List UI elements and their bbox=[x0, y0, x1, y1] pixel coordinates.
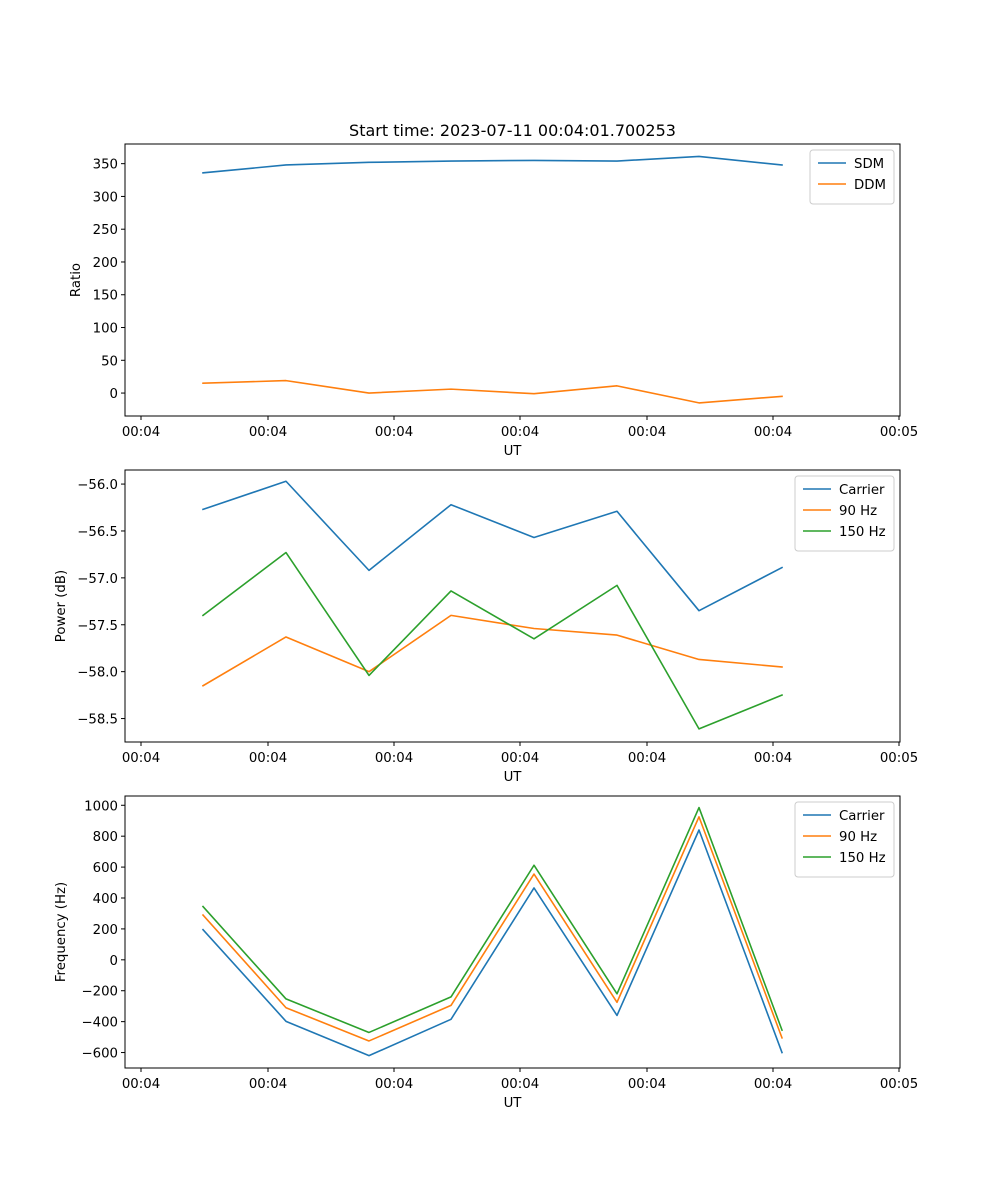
plot-frame bbox=[124, 795, 901, 1069]
x-tick-label: 00:04 bbox=[375, 1077, 413, 1092]
legend: SDM DDM bbox=[809, 149, 895, 205]
y-tick-label: 0 bbox=[110, 387, 118, 402]
y-tick-label: −200 bbox=[81, 985, 118, 1000]
x-tick-label: 00:04 bbox=[375, 425, 413, 440]
y-tick-label: −56.5 bbox=[77, 525, 118, 540]
y-tick-label: −57.0 bbox=[77, 572, 118, 587]
legend-label: 90 Hz bbox=[839, 504, 877, 519]
legend-box bbox=[794, 475, 895, 552]
legend-label: DDM bbox=[854, 178, 886, 193]
x-tick-label: 00:04 bbox=[122, 425, 160, 440]
x-tick-label: 00:05 bbox=[880, 1077, 918, 1092]
x-tick-label: 00:04 bbox=[122, 1077, 160, 1092]
x-tick-label: 00:04 bbox=[249, 751, 287, 766]
x-tick-label: 00:04 bbox=[249, 425, 287, 440]
series-line-150-hz bbox=[201, 551, 784, 730]
plot-frame bbox=[124, 143, 901, 417]
x-axis-label: UT bbox=[504, 770, 523, 785]
y-tick-label: 150 bbox=[93, 289, 118, 304]
legend-label: Carrier bbox=[839, 809, 885, 824]
y-tick-label: −600 bbox=[81, 1047, 118, 1062]
subplot-2: 00:04 00:04 00:04 00:04 00:04 00:04 00:05 −58.5… bbox=[54, 469, 918, 785]
x-tick-label: 00:05 bbox=[880, 751, 918, 766]
x-tick-label: 00:05 bbox=[880, 425, 918, 440]
y-tick-label: 100 bbox=[93, 322, 118, 337]
series-line-carrier bbox=[201, 480, 784, 612]
x-axis-label: UT bbox=[504, 444, 523, 459]
y-tick-label: 50 bbox=[101, 354, 118, 369]
series-line-carrier bbox=[201, 829, 784, 1057]
y-tick-label: −58.0 bbox=[77, 666, 118, 681]
legend-label: SDM bbox=[854, 157, 884, 172]
y-axis-label: Power (dB) bbox=[54, 570, 69, 642]
y-tick-label: 350 bbox=[93, 158, 118, 173]
legend-box bbox=[794, 801, 895, 878]
legend-label: 150 Hz bbox=[839, 851, 886, 866]
x-tick-label: 00:04 bbox=[375, 751, 413, 766]
y-tick-label: 200 bbox=[93, 256, 118, 271]
subplot-3: 00:04 00:04 00:04 00:04 00:04 00:04 00:05 −600 −… bbox=[54, 795, 918, 1111]
x-tick-label: 00:04 bbox=[501, 1077, 539, 1092]
y-tick-label: −58.5 bbox=[77, 713, 118, 728]
x-axis-label: UT bbox=[504, 1096, 523, 1111]
x-tick-label: 00:04 bbox=[122, 751, 160, 766]
y-tick-label: 600 bbox=[93, 861, 118, 876]
legend-label: 150 Hz bbox=[839, 525, 886, 540]
x-tick-label: 00:04 bbox=[628, 751, 666, 766]
x-tick-label: 00:04 bbox=[628, 425, 666, 440]
y-tick-label: 400 bbox=[93, 892, 118, 907]
x-tick-label: 00:04 bbox=[249, 1077, 287, 1092]
plot-frame bbox=[124, 469, 901, 743]
legend: Carrier 90 Hz 150 Hz bbox=[794, 801, 895, 878]
y-tick-label: 250 bbox=[93, 223, 118, 238]
series-line-150-hz bbox=[201, 806, 784, 1034]
y-tick-label: −57.5 bbox=[77, 619, 118, 634]
y-tick-label: 300 bbox=[93, 190, 118, 205]
legend-label: 90 Hz bbox=[839, 830, 877, 845]
y-tick-label: 200 bbox=[93, 923, 118, 938]
y-tick-label: −400 bbox=[81, 1016, 118, 1031]
y-tick-label: 0 bbox=[110, 954, 118, 969]
x-tick-label: 00:04 bbox=[628, 1077, 666, 1092]
y-axis-label: Frequency (Hz) bbox=[54, 882, 69, 982]
legend-label: Carrier bbox=[839, 483, 885, 498]
series-line-sdm bbox=[202, 155, 783, 174]
y-tick-label: −56.0 bbox=[77, 478, 118, 493]
x-tick-label: 00:04 bbox=[754, 425, 792, 440]
x-tick-label: 00:04 bbox=[754, 1077, 792, 1092]
y-axis-label: Ratio bbox=[69, 263, 84, 297]
x-tick-label: 00:04 bbox=[501, 751, 539, 766]
legend: Carrier 90 Hz 150 Hz bbox=[794, 475, 895, 552]
y-tick-label: 800 bbox=[93, 830, 118, 845]
subplot-1: Start time: 2023-07-11 00:04:01.70025300… bbox=[69, 121, 918, 459]
x-tick-label: 00:04 bbox=[501, 425, 539, 440]
series-line-90-hz bbox=[201, 816, 784, 1042]
series-line-ddm bbox=[202, 379, 783, 404]
chart-title: Start time: 2023-07-11 00:04:01.700253 bbox=[349, 121, 676, 140]
y-tick-label: 1000 bbox=[84, 799, 118, 814]
x-tick-label: 00:04 bbox=[754, 751, 792, 766]
series-line-90-hz bbox=[201, 614, 783, 687]
